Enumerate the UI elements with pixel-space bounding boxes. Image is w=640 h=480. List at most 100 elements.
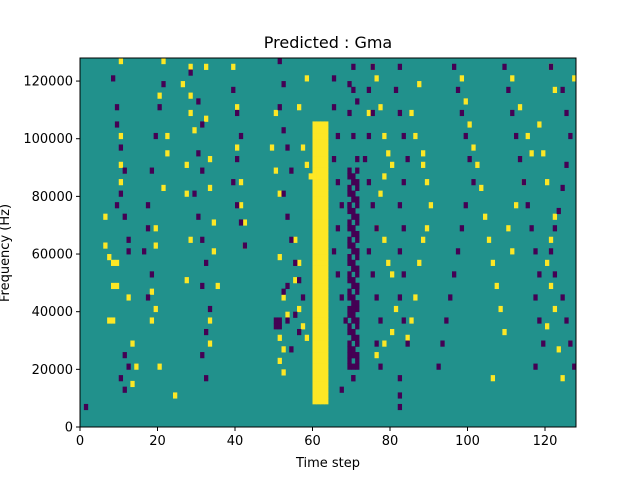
heatmap-cell-high (316, 375, 321, 382)
heatmap-cell-high (277, 334, 282, 341)
heatmap-cell-low (145, 202, 151, 209)
heatmap-cell-high (320, 317, 325, 324)
heatmap-cell-low (405, 340, 410, 347)
heatmap-cell-low (281, 190, 286, 197)
heatmap-cell-high (316, 179, 321, 186)
heatmap-cell-high (165, 132, 170, 140)
heatmap-cell-low (145, 225, 151, 232)
heatmap-cell-low (238, 132, 244, 140)
heatmap-cell-high (316, 259, 321, 266)
heatmap-cell-high (277, 254, 282, 261)
heatmap-cell-low (467, 156, 472, 163)
heatmap-cell-high (382, 132, 387, 140)
heatmap-cell-high (107, 254, 112, 261)
heatmap-cell-high (316, 121, 321, 128)
y-tick-label: 120000 (23, 75, 73, 90)
heatmap-cell-low (277, 317, 282, 324)
heatmap-cell-high (312, 346, 317, 353)
heatmap-cell-high (134, 363, 139, 370)
heatmap-cell-high (320, 375, 325, 382)
heatmap-cell-low (281, 127, 286, 134)
heatmap-cell-low (351, 225, 356, 232)
x-tick-label: 20 (149, 434, 166, 449)
heatmap-cell-high (320, 259, 325, 266)
heatmap-cell-high (103, 242, 108, 249)
heatmap-cell-high (324, 121, 329, 128)
heatmap-cell-high (297, 259, 302, 266)
heatmap-cell-high (320, 248, 325, 255)
heatmap-cell-high (312, 144, 317, 151)
heatmap-cell-low (238, 219, 244, 226)
heatmap-cell-high (486, 236, 492, 243)
heatmap-cell-high (312, 248, 317, 255)
heatmap-cell-high (324, 127, 329, 134)
heatmap-cell-low (355, 305, 360, 313)
heatmap-cell-high (320, 398, 325, 405)
heatmap-cell-high (541, 150, 546, 157)
heatmap-cell-high (483, 213, 488, 220)
heatmap-cell-low (153, 132, 158, 140)
heatmap-cell-low (149, 271, 155, 278)
heatmap-cell-low (366, 132, 372, 140)
heatmap-cell-low (200, 236, 205, 243)
heatmap-cell-low (355, 236, 360, 243)
heatmap-cell-high (320, 271, 325, 278)
heatmap-cell-low (533, 363, 538, 370)
heatmap-cell-high (312, 317, 317, 324)
heatmap-cell-high (529, 150, 534, 157)
heatmap-cell-high (312, 386, 317, 393)
heatmap-cell-high (320, 369, 325, 376)
heatmap-cell-low (351, 86, 356, 93)
heatmap-cell-low (351, 207, 356, 215)
heatmap-cell-high (316, 328, 321, 336)
heatmap-cell-low (355, 156, 360, 163)
heatmap-cell-low (111, 75, 116, 82)
heatmap-cell-low (242, 242, 248, 249)
heatmap-cell-high (320, 167, 325, 174)
heatmap-cell-low (114, 104, 120, 111)
heatmap-cell-low (471, 179, 476, 186)
heatmap-cell-high (293, 277, 298, 284)
heatmap-cell-low (122, 213, 127, 220)
heatmap-cell-low (351, 305, 356, 313)
heatmap-cell-high (324, 150, 329, 157)
heatmap-cell-high (316, 346, 321, 353)
heatmap-cell-high (320, 346, 325, 353)
heatmap-cell-low (347, 271, 352, 278)
heatmap-cell-low (351, 242, 356, 249)
heatmap-cell-low (448, 294, 453, 301)
heatmap-cell-low (374, 225, 379, 232)
heatmap-cell-high (324, 190, 329, 197)
heatmap-cell-high (320, 127, 325, 134)
heatmap-cell-high (312, 398, 317, 405)
heatmap-cell-high (312, 132, 317, 140)
heatmap-cell-high (316, 173, 321, 180)
heatmap-cell-low (289, 346, 294, 353)
heatmap-cell-high (324, 363, 329, 370)
heatmap-cell-low (355, 282, 360, 290)
heatmap-cell-high (320, 363, 325, 370)
heatmap-cell-high (316, 156, 321, 163)
heatmap-cell-low (355, 340, 360, 347)
heatmap-cell-low (347, 311, 352, 318)
heatmap-cell-high (320, 242, 325, 249)
heatmap-cell-high (517, 104, 523, 111)
heatmap-cell-low (347, 340, 352, 347)
heatmap-cell-high (304, 161, 310, 168)
heatmap-cell-high (320, 288, 325, 295)
heatmap-cell-low (145, 294, 151, 301)
heatmap-cell-high (320, 300, 325, 307)
heatmap-cell-low (196, 150, 201, 157)
heatmap-cell-high (130, 340, 135, 347)
heatmap-cell-high (312, 305, 317, 313)
heatmap-cell-high (188, 92, 193, 99)
chart-title: Predicted : Gma (264, 33, 392, 52)
heatmap-cell-high (421, 161, 426, 168)
heatmap-cell-high (320, 323, 325, 330)
heatmap-cell-low (335, 179, 341, 186)
heatmap-cell-low (231, 86, 236, 93)
heatmap-cell-high (316, 184, 321, 192)
heatmap-cell-high (378, 104, 383, 111)
heatmap-cell-high (312, 184, 317, 192)
heatmap-cell-high (153, 305, 158, 313)
